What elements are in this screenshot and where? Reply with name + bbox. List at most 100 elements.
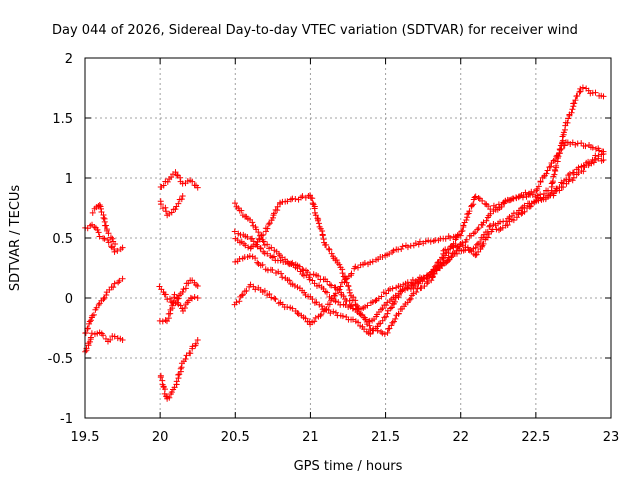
data-point: [177, 302, 184, 309]
data-point: [384, 329, 391, 336]
data-point: [87, 334, 94, 341]
data-point: [314, 217, 321, 224]
data-point: [105, 239, 112, 246]
series-track-1: [82, 221, 126, 255]
data-point: [115, 279, 122, 286]
data-point: [391, 298, 398, 305]
data-point: [264, 250, 271, 257]
data-point: [586, 160, 593, 167]
data-point: [415, 241, 422, 248]
data-point: [275, 300, 282, 307]
data-point: [299, 266, 306, 273]
data-point: [436, 265, 443, 272]
data-point: [341, 278, 348, 285]
data-point: [232, 258, 239, 265]
data-point: [299, 193, 306, 200]
data-point: [114, 247, 121, 254]
data-point: [119, 275, 126, 282]
data-point: [189, 178, 196, 185]
data-point: [260, 238, 267, 245]
data-point: [296, 263, 303, 270]
data-point: [571, 100, 578, 107]
data-point: [309, 296, 316, 303]
data-point: [334, 287, 341, 294]
data-point: [413, 289, 420, 296]
data-point: [553, 162, 560, 169]
data-point: [108, 243, 115, 250]
data-point: [569, 177, 576, 184]
data-point: [591, 156, 598, 163]
data-point: [384, 299, 391, 306]
data-point: [255, 229, 262, 236]
data-point: [328, 282, 335, 289]
data-point: [378, 328, 385, 335]
grid: [85, 58, 611, 418]
data-point: [399, 243, 406, 250]
series-track-10: [231, 139, 607, 313]
data-point: [278, 270, 285, 277]
data-point: [504, 222, 511, 229]
data-point: [446, 256, 453, 263]
data-point: [395, 310, 402, 317]
series-track-8: [156, 291, 201, 325]
data-point: [506, 213, 513, 220]
data-point: [307, 192, 314, 199]
data-point: [266, 220, 273, 227]
data-point: [570, 174, 577, 181]
data-point: [318, 311, 325, 318]
data-point: [463, 236, 470, 243]
data-point: [348, 270, 355, 277]
data-point: [177, 365, 184, 372]
y-axis-label: SDTVAR / TECUs: [8, 185, 23, 292]
y-tick-label: 0: [65, 292, 73, 307]
y-tick-label: 0.5: [52, 232, 73, 247]
data-point: [556, 146, 563, 153]
data-point: [405, 282, 412, 289]
data-point: [231, 228, 238, 235]
x-tick-label: 23: [603, 430, 620, 445]
data-point: [521, 208, 528, 215]
data-point: [116, 277, 123, 284]
data-point: [408, 281, 415, 288]
data-point: [383, 313, 390, 320]
data-point: [326, 281, 333, 288]
data-point: [379, 305, 386, 312]
data-point: [361, 259, 368, 266]
data-point: [369, 299, 376, 306]
data-point: [284, 198, 291, 205]
data-point: [534, 194, 541, 201]
data-point: [395, 246, 402, 253]
data-point: [463, 217, 470, 224]
data-point: [337, 283, 344, 290]
series-track-7: [156, 277, 201, 307]
data-point: [352, 301, 359, 308]
data-point: [175, 371, 182, 378]
data-point: [265, 221, 272, 228]
data-point: [114, 335, 121, 342]
data-point: [236, 298, 243, 305]
data-point: [383, 290, 390, 297]
data-point: [319, 228, 326, 235]
data-point: [323, 241, 330, 248]
data-point: [316, 301, 323, 308]
data-point: [254, 259, 261, 266]
data-point: [109, 235, 116, 242]
x-axis-ticks: 19.5 20 20.5 21 21.5 22 22.5 23: [71, 58, 620, 445]
data-point: [271, 295, 278, 302]
data-point: [483, 217, 490, 224]
data-point: [238, 207, 245, 214]
data-point: [340, 293, 347, 300]
data-point: [156, 317, 163, 324]
x-tick-label: 20: [152, 430, 169, 445]
data-point: [268, 294, 275, 301]
data-point: [111, 333, 118, 340]
data-point: [418, 284, 425, 291]
data-point: [345, 283, 352, 290]
data-point: [472, 252, 479, 259]
data-point: [447, 234, 454, 241]
data-marks: [82, 84, 607, 402]
data-point: [367, 259, 374, 266]
data-point: [404, 244, 411, 251]
data-point: [289, 259, 296, 266]
data-point: [282, 258, 289, 265]
